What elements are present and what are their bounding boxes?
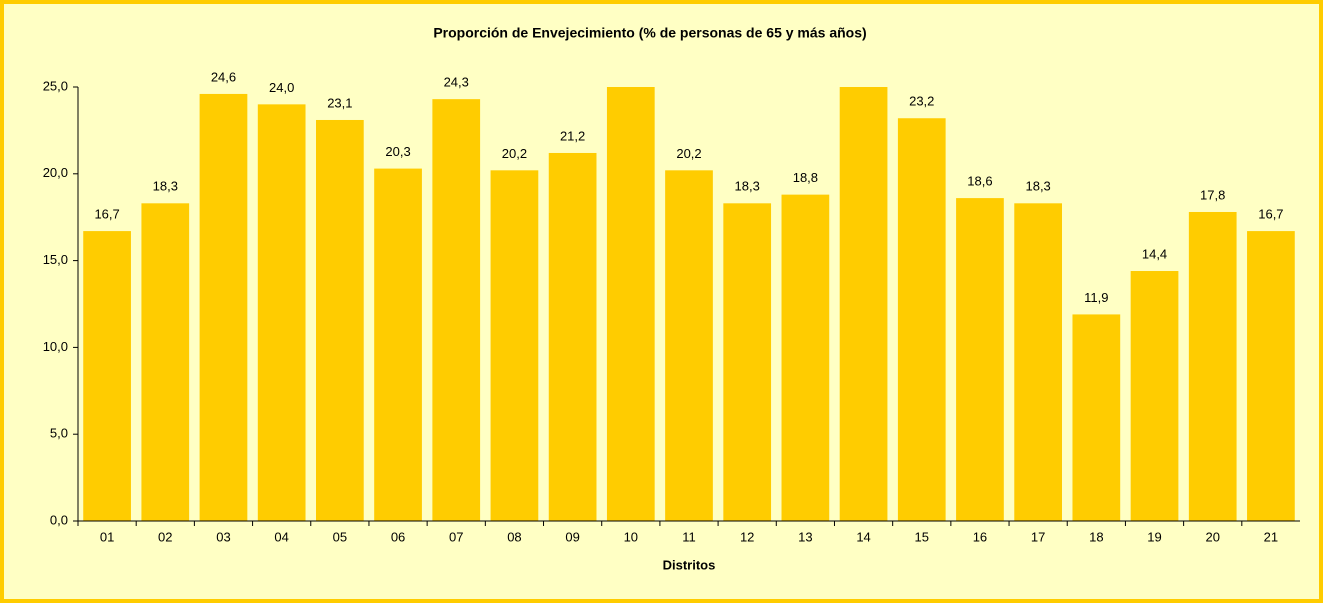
- data-label: 14,4: [1142, 246, 1167, 261]
- bar: [723, 203, 772, 521]
- y-tick-label: 5,0: [50, 426, 68, 441]
- data-label: 24,6: [211, 69, 236, 84]
- x-tick-label: 03: [216, 529, 230, 544]
- x-tick-label: 14: [856, 529, 870, 544]
- bar: [1014, 203, 1063, 521]
- x-tick-label: 19: [1147, 529, 1161, 544]
- bar: [897, 118, 946, 521]
- bar: [606, 87, 655, 521]
- bar: [374, 168, 422, 521]
- bar: [257, 104, 306, 521]
- data-label: 23,2: [909, 94, 934, 109]
- y-tick-label: 15,0: [43, 252, 68, 267]
- bar: [839, 87, 888, 521]
- x-tick-label: 20: [1205, 529, 1219, 544]
- bar: [1072, 314, 1121, 521]
- bar: [1130, 271, 1179, 521]
- x-tick-label: 15: [915, 529, 929, 544]
- x-tick-label: 17: [1031, 529, 1045, 544]
- bar: [956, 198, 1004, 521]
- data-label: 20,3: [385, 144, 410, 159]
- x-axis-title: Distritos: [663, 557, 716, 572]
- data-label: 18,3: [153, 179, 178, 194]
- x-tick-label: 18: [1089, 529, 1103, 544]
- data-label: 23,1: [327, 95, 352, 110]
- data-label: 11,9: [1084, 290, 1108, 305]
- x-tick-label: 09: [565, 529, 579, 544]
- x-tick-label: 07: [449, 529, 463, 544]
- y-tick-label: 10,0: [43, 339, 68, 354]
- x-tick-label: 08: [507, 529, 521, 544]
- y-tick-label: 25,0: [43, 78, 68, 93]
- x-tick-label: 02: [158, 529, 172, 544]
- x-tick-label: 01: [100, 529, 114, 544]
- bar: [315, 119, 364, 521]
- x-tick-label: 10: [624, 529, 638, 544]
- x-tick-label: 21: [1264, 529, 1278, 544]
- bar: [432, 99, 481, 521]
- data-label: 16,7: [94, 207, 119, 222]
- bar: [83, 231, 131, 521]
- bar: [781, 194, 830, 521]
- data-label: 18,6: [967, 174, 992, 189]
- x-tick-label: 05: [333, 529, 347, 544]
- x-tick-label: 06: [391, 529, 405, 544]
- x-tick-label: 13: [798, 529, 812, 544]
- y-tick-label: 20,0: [43, 165, 68, 180]
- bar: [548, 152, 597, 521]
- data-label: 16,7: [1258, 207, 1283, 222]
- data-label: 20,2: [676, 146, 701, 161]
- bar: [1188, 211, 1237, 521]
- chart-title: Proporción de Envejecimiento (% de perso…: [433, 25, 866, 41]
- data-label: 18,8: [793, 170, 818, 185]
- x-tick-label: 04: [274, 529, 288, 544]
- data-label: 24,0: [269, 80, 294, 95]
- bar: [665, 170, 713, 521]
- bar: [490, 170, 539, 521]
- data-label: 17,8: [1200, 187, 1225, 202]
- bar: [1247, 231, 1295, 521]
- bar: [199, 93, 248, 521]
- data-label: 20,2: [502, 146, 527, 161]
- x-tick-label: 11: [682, 529, 696, 544]
- x-tick-label: 16: [973, 529, 987, 544]
- plot-area: [83, 87, 1295, 521]
- data-label: 21,2: [560, 128, 585, 143]
- x-tick-label: 12: [740, 529, 754, 544]
- y-tick-label: 0,0: [50, 512, 68, 527]
- bar: [141, 203, 190, 521]
- data-label: 18,3: [1025, 179, 1050, 194]
- data-label: 18,3: [735, 179, 760, 194]
- data-label: 24,3: [444, 75, 469, 90]
